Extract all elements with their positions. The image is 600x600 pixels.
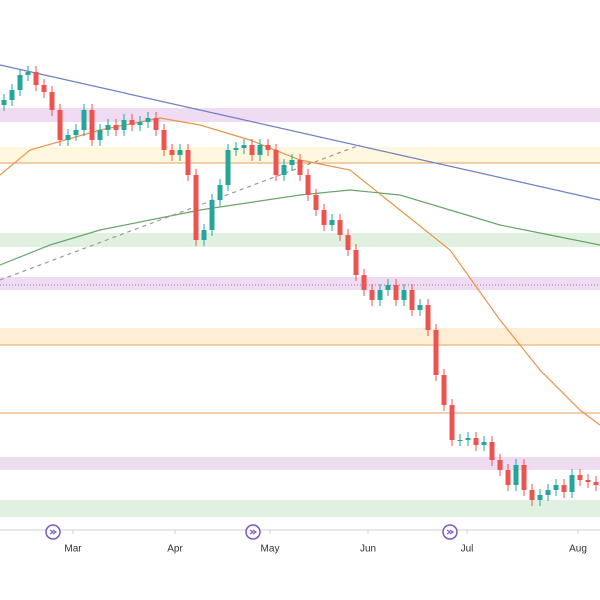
candle-body: [25, 72, 31, 75]
candle-body: [385, 285, 391, 290]
x-axis: Mar Apr May Jun Jul Aug: [64, 530, 587, 555]
zone: [0, 277, 600, 290]
candle-body: [281, 165, 287, 175]
candle-body: [321, 210, 327, 225]
candle-body: [465, 438, 471, 440]
event-icon[interactable]: [45, 524, 61, 540]
x-tick-label: Mar: [64, 544, 82, 555]
candle-body: [441, 375, 447, 405]
candle-body: [49, 92, 55, 110]
candle-body: [489, 442, 495, 460]
candle-body: [401, 290, 407, 300]
candle-body: [329, 220, 335, 225]
candle-body: [553, 485, 559, 490]
candles: [1, 66, 599, 506]
zone: [0, 500, 600, 517]
event-icon[interactable]: [442, 524, 458, 540]
candle-body: [481, 442, 487, 445]
zone: [0, 328, 600, 345]
candle-body: [521, 465, 527, 490]
overlays: [0, 64, 600, 426]
candle-body: [473, 438, 479, 445]
axis-area: [0, 530, 600, 600]
candle-body: [241, 145, 247, 148]
candle-body: [369, 290, 375, 300]
overlay-line: [0, 189, 600, 266]
candle-body: [249, 145, 255, 155]
candle-body: [1, 100, 7, 105]
candle-body: [561, 485, 567, 492]
candle-body: [73, 130, 79, 135]
candle-body: [225, 150, 231, 185]
x-tick-label: Jun: [360, 544, 376, 555]
candle-body: [193, 175, 199, 240]
event-icon[interactable]: [245, 524, 261, 540]
candle-body: [105, 125, 111, 130]
candle-body: [209, 200, 215, 230]
candle-body: [409, 290, 415, 310]
candle-body: [201, 230, 207, 240]
candle-body: [257, 145, 263, 155]
candle-body: [569, 475, 575, 492]
candle-body: [217, 185, 223, 200]
candle-body: [585, 480, 591, 482]
candle-body: [9, 90, 15, 100]
candle-body: [89, 110, 95, 140]
candle-body: [345, 235, 351, 250]
x-tick-label: Apr: [167, 544, 183, 555]
candle-body: [33, 72, 39, 85]
x-tick-label: Jul: [461, 544, 474, 555]
candle-body: [273, 150, 279, 175]
candle-body: [529, 490, 535, 500]
candle-body: [361, 275, 367, 290]
candle-body: [393, 285, 399, 300]
candle-body: [545, 490, 551, 495]
overlay-line: [0, 64, 600, 201]
candle-body: [137, 122, 143, 125]
candle-body: [505, 470, 511, 485]
candle-body: [497, 460, 503, 470]
candle-body: [457, 440, 463, 441]
candle-body: [177, 150, 183, 155]
candle-body: [17, 75, 23, 90]
candle-body: [305, 175, 311, 195]
candle-body: [313, 195, 319, 210]
candle-body: [449, 405, 455, 440]
candle-body: [337, 220, 343, 235]
candle-body: [153, 118, 159, 130]
candle-body: [353, 250, 359, 275]
candle-body: [41, 85, 47, 92]
candle-body: [297, 160, 303, 175]
candle-body: [513, 465, 519, 485]
candle-body: [433, 330, 439, 375]
candle-body: [289, 160, 295, 165]
candle-body: [81, 110, 87, 130]
zone: [0, 233, 600, 247]
candle-body: [145, 118, 151, 122]
candle-body: [97, 130, 103, 140]
candle-body: [161, 130, 167, 150]
candle-body: [425, 305, 431, 330]
candle-body: [537, 495, 543, 500]
candle-body: [417, 305, 423, 310]
candle-body: [129, 120, 135, 125]
candle-body: [265, 145, 271, 150]
candle-body: [169, 150, 175, 155]
x-tick-label: May: [261, 544, 280, 555]
candle-body: [113, 125, 119, 130]
candle-body: [65, 135, 71, 140]
candle-body: [57, 110, 63, 140]
candle-body: [233, 148, 239, 150]
candle-body: [185, 150, 191, 175]
candle-body: [377, 290, 383, 300]
x-tick-label: Aug: [569, 544, 587, 555]
zones: [0, 108, 600, 517]
candle-body: [577, 475, 583, 480]
zone: [0, 457, 600, 470]
candle-body: [593, 482, 599, 485]
candle-body: [121, 120, 127, 130]
